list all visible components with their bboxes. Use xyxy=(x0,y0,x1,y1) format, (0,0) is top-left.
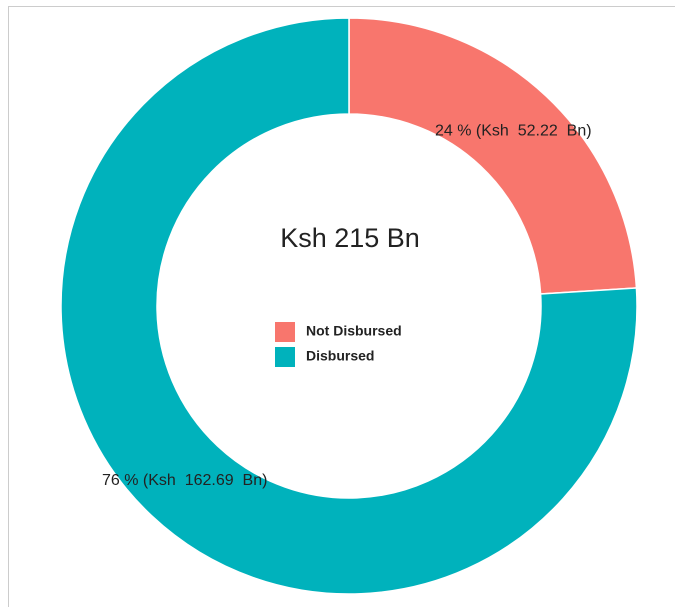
slice-label: 76 % (Ksh 162.69 Bn) xyxy=(102,472,267,489)
center-total: Ksh 215 Bn xyxy=(280,223,420,253)
slice xyxy=(348,17,638,295)
legend-swatch xyxy=(275,322,295,342)
frame xyxy=(8,6,675,607)
legend-label: Not Disbursed xyxy=(306,323,402,339)
legend-swatch xyxy=(275,347,295,367)
slice xyxy=(60,17,638,595)
legend-label: Disbursed xyxy=(306,348,374,364)
slice-label: 24 % (Ksh 52.22 Bn) xyxy=(435,122,592,139)
